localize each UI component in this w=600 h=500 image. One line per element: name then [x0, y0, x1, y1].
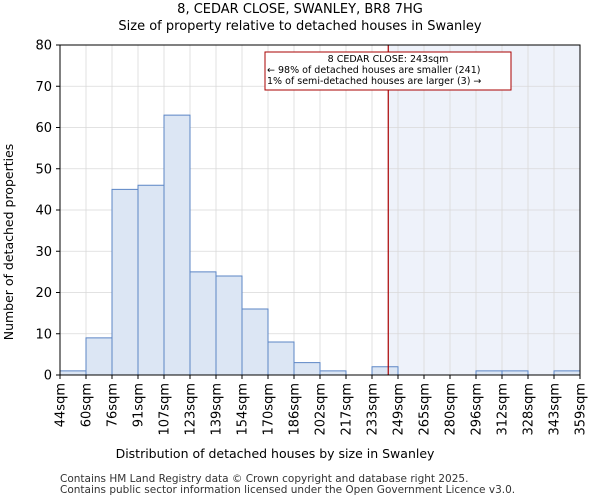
footer-licence: Contains public sector information licen…	[60, 484, 516, 496]
histogram-bar	[475, 370, 503, 376]
x-tick-label: 328sqm	[522, 383, 537, 436]
histogram-bar	[553, 370, 581, 376]
x-tick-label: 312sqm	[496, 383, 511, 436]
x-tick-label: 233sqm	[366, 383, 381, 436]
x-tick-label: 217sqm	[340, 383, 355, 436]
y-axis-title: Number of detached properties	[1, 144, 16, 341]
histogram-bar	[111, 188, 139, 376]
x-tick-label: 280sqm	[444, 383, 459, 436]
x-tick-label: 249sqm	[392, 383, 407, 436]
x-tick-label: 76sqm	[106, 383, 121, 427]
x-tick-label: 91sqm	[132, 383, 147, 427]
histogram-bar	[501, 370, 529, 376]
x-tick-label: 265sqm	[418, 383, 433, 436]
x-tick-label: 107sqm	[158, 383, 173, 436]
y-tick-label: 80	[35, 39, 52, 54]
x-tick-label: 154sqm	[236, 383, 251, 436]
y-tick-label: 0	[44, 369, 52, 384]
x-tick-label: 60sqm	[80, 383, 95, 427]
histogram-bar	[137, 184, 165, 376]
x-tick-label: 123sqm	[184, 383, 199, 436]
y-tick-label: 10	[35, 327, 52, 342]
x-axis-title: Distribution of detached houses by size …	[116, 446, 435, 461]
x-tick-label: 186sqm	[288, 383, 303, 436]
x-tick-label: 170sqm	[262, 383, 277, 436]
histogram-bar	[293, 362, 321, 376]
y-tick-label: 60	[35, 121, 52, 136]
histogram-bar	[241, 308, 269, 376]
x-tick-label: 202sqm	[314, 383, 329, 436]
annotation-line-2: ← 98% of detached houses are smaller (24…	[267, 65, 480, 76]
chart-subtitle: Size of property relative to detached ho…	[118, 19, 482, 34]
histogram-bar	[267, 341, 295, 376]
histogram-bar	[319, 370, 347, 376]
annotation-line-1: 8 CEDAR CLOSE: 243sqm	[328, 54, 449, 65]
chart-title: 8, CEDAR CLOSE, SWANLEY, BR8 7HG	[177, 2, 423, 17]
histogram-bar	[163, 114, 191, 376]
annotation-box	[264, 51, 512, 91]
histogram-bar	[215, 275, 243, 376]
annotation-line-3: 1% of semi-detached houses are larger (3…	[267, 76, 481, 87]
x-tick-label: 44sqm	[54, 383, 69, 427]
histogram-bar	[371, 366, 399, 376]
y-tick-label: 20	[35, 286, 52, 301]
x-tick-label: 359sqm	[574, 383, 589, 436]
y-tick-label: 50	[35, 162, 52, 177]
x-tick-label: 343sqm	[548, 383, 563, 436]
histogram-bar	[189, 271, 217, 376]
y-tick-label: 70	[35, 80, 52, 95]
x-tick-label: 139sqm	[210, 383, 225, 436]
y-tick-label: 40	[35, 204, 52, 219]
x-tick-label: 296sqm	[470, 383, 485, 436]
histogram-bar	[59, 370, 87, 376]
y-tick-label: 30	[35, 245, 52, 260]
histogram-bar	[85, 337, 113, 376]
footer-copyright: Contains HM Land Registry data © Crown c…	[60, 473, 469, 485]
